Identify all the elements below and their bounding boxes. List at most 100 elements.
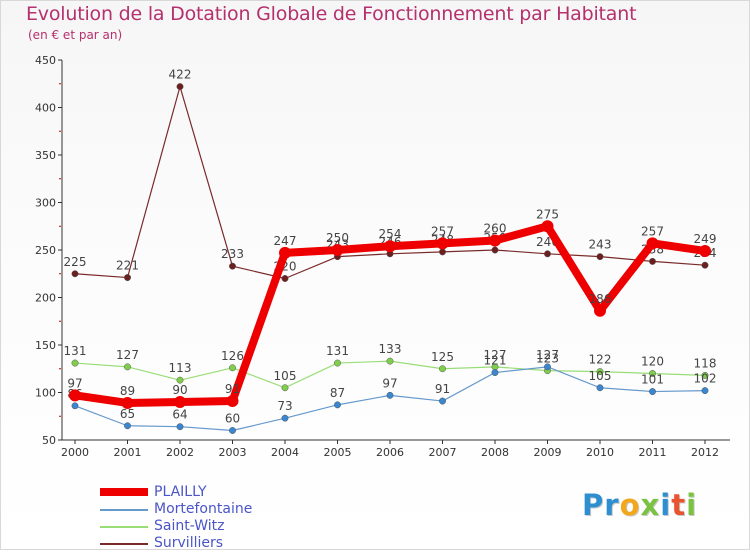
data-label-survilliers: 225 <box>64 255 87 269</box>
data-point-plailly <box>541 220 554 233</box>
data-point-plailly <box>489 234 501 247</box>
data-point-saint-witz <box>229 364 236 372</box>
data-point-plailly <box>121 396 134 409</box>
y-tick-label: 50 <box>42 434 56 447</box>
data-label-mortefontaine: 64 <box>172 408 187 422</box>
data-label-mortefontaine: 97 <box>382 376 397 390</box>
data-point-plailly <box>331 244 344 256</box>
data-point-saint-witz <box>176 376 184 384</box>
data-point-plailly <box>69 389 81 402</box>
legend-label-mortefontaine: Mortefontaine <box>154 501 253 517</box>
x-tick-label: 2010 <box>586 446 614 459</box>
data-point-plailly <box>594 304 606 317</box>
data-label-mortefontaine: 60 <box>225 412 240 426</box>
data-label-saint-witz: 127 <box>484 348 507 362</box>
data-point-saint-witz <box>334 359 341 367</box>
x-tick-label: 2001 <box>114 446 142 459</box>
data-point-saint-witz <box>596 368 604 376</box>
data-point-survilliers <box>701 261 709 269</box>
x-tick-label: 2012 <box>691 446 719 459</box>
logo-letter: x <box>640 488 661 522</box>
data-label-mortefontaine: 121 <box>484 354 507 368</box>
data-point-plailly <box>699 244 711 257</box>
legend-label-plailly: PLAILLY <box>154 484 207 500</box>
x-tick-label: 2000 <box>61 446 89 459</box>
data-point-saint-witz <box>71 359 79 367</box>
data-label-plailly: 275 <box>536 207 559 221</box>
y-tick-label: 200 <box>35 292 56 305</box>
data-label-survilliers: 243 <box>589 238 612 252</box>
data-label-survilliers: 233 <box>221 247 244 261</box>
data-point-mortefontaine <box>124 422 131 430</box>
data-point-mortefontaine <box>176 423 184 431</box>
legend-item-saint-witz: Saint-Witz <box>100 518 360 535</box>
data-label-plailly: 90 <box>172 383 187 397</box>
data-label-saint-witz: 122 <box>589 353 612 367</box>
data-label-saint-witz: 125 <box>431 350 454 364</box>
data-point-mortefontaine <box>386 391 394 399</box>
x-tick-label: 2006 <box>376 446 404 459</box>
data-label-survilliers: 422 <box>169 68 192 82</box>
data-label-plailly: 260 <box>484 222 507 236</box>
data-label-saint-witz: 118 <box>694 356 717 370</box>
data-label-mortefontaine: 102 <box>694 372 717 386</box>
y-tick-label: 300 <box>35 197 56 210</box>
data-point-plailly <box>174 396 186 408</box>
x-tick-label: 2007 <box>429 446 457 459</box>
logo-letter: r <box>604 488 620 522</box>
data-point-saint-witz <box>701 371 709 379</box>
data-label-plailly: 257 <box>431 224 454 238</box>
y-tick-label: 100 <box>35 387 56 400</box>
data-point-survilliers <box>544 250 551 258</box>
data-label-mortefontaine: 91 <box>435 382 450 396</box>
logo-letter: i <box>660 488 672 522</box>
data-point-mortefontaine <box>649 388 656 395</box>
x-tick-label: 2003 <box>219 446 247 459</box>
x-tick-label: 2011 <box>639 446 667 459</box>
data-label-plailly: 254 <box>379 227 402 241</box>
data-point-survilliers <box>229 262 236 270</box>
data-point-mortefontaine <box>491 369 499 376</box>
data-label-plailly: 250 <box>326 231 349 245</box>
x-tick-label: 2009 <box>534 446 562 459</box>
data-point-plailly <box>436 237 449 250</box>
logo-letter: P <box>582 488 605 522</box>
legend-label-saint-witz: Saint-Witz <box>154 518 225 534</box>
data-label-mortefontaine: 127 <box>536 348 559 362</box>
data-point-plailly <box>384 240 396 253</box>
data-label-mortefontaine: 105 <box>589 369 612 383</box>
data-label-mortefontaine: 73 <box>277 399 292 413</box>
data-point-saint-witz <box>386 357 394 365</box>
legend-item-survilliers: Survilliers <box>100 535 360 552</box>
legend-swatch-saint-witz <box>100 526 148 528</box>
data-label-survilliers: 221 <box>116 259 139 273</box>
data-label-plailly: 97 <box>67 376 82 390</box>
y-tick-label: 450 <box>35 54 56 67</box>
logo-letter: t <box>671 488 687 522</box>
data-point-survilliers <box>71 270 79 278</box>
y-tick-label: 150 <box>35 339 56 352</box>
data-label-plailly: 247 <box>274 234 297 248</box>
data-point-survilliers <box>649 257 656 265</box>
y-tick-label: 350 <box>35 149 56 162</box>
data-point-plailly <box>226 395 239 408</box>
data-point-mortefontaine <box>281 414 289 422</box>
data-label-mortefontaine: 87 <box>330 386 345 400</box>
legend-label-survilliers: Survilliers <box>154 535 224 551</box>
data-label-saint-witz: 133 <box>379 342 402 356</box>
y-tick-label: 250 <box>35 244 56 257</box>
data-point-mortefontaine <box>544 363 551 371</box>
data-label-plailly: 89 <box>120 384 135 398</box>
data-point-survilliers <box>439 248 446 256</box>
legend-swatch-survilliers <box>100 543 148 545</box>
data-label-saint-witz: 113 <box>169 361 192 375</box>
x-tick-label: 2004 <box>271 446 299 459</box>
chart-subtitle: (en € et par an) <box>28 28 123 42</box>
data-point-mortefontaine <box>71 402 79 410</box>
data-point-mortefontaine <box>229 427 236 434</box>
data-point-saint-witz <box>439 365 446 373</box>
legend-swatch-mortefontaine <box>100 509 148 511</box>
legend-item-plailly: PLAILLY <box>100 484 360 501</box>
legend: PLAILLY Mortefontaine Saint-Witz Survill… <box>100 484 360 552</box>
